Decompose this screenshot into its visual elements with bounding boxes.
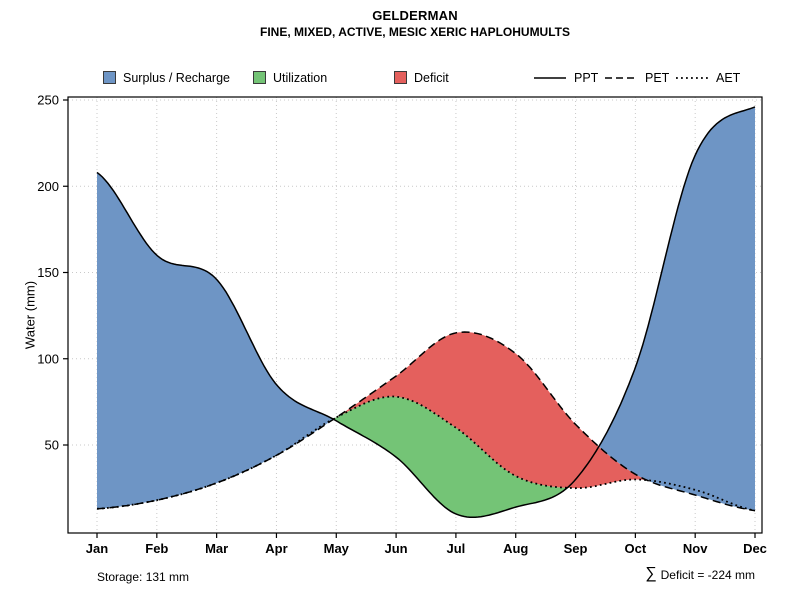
x-tick-label: May — [324, 541, 350, 556]
legend-label-surplus: Surplus / Recharge — [123, 70, 231, 85]
area-surplus — [97, 106, 755, 511]
x-tick-label: Mar — [205, 541, 228, 556]
ppt-line-icon — [534, 76, 566, 79]
x-tick-label: Jul — [447, 541, 466, 556]
y-tick-label: 150 — [37, 265, 59, 280]
legend-swatch-deficit — [394, 71, 407, 84]
deficit-text: Deficit = -224 mm — [660, 568, 755, 582]
legend-swatch-surplus — [103, 71, 116, 84]
y-tick-label: 250 — [37, 93, 59, 108]
x-tick-label: Apr — [265, 541, 287, 556]
legend-label-deficit: Deficit — [414, 70, 449, 85]
y-axis-label: Water (mm) — [22, 280, 38, 350]
plot-frame — [67, 96, 763, 534]
x-tick-label: Aug — [503, 541, 528, 556]
x-tick-label: Nov — [683, 541, 708, 556]
curve-ppt — [96, 106, 756, 519]
area-utilization — [97, 106, 755, 518]
legend-label-ppt: PPT — [574, 70, 599, 85]
aet-line-icon — [676, 76, 708, 79]
deficit-annotation: ∑ Deficit = -224 mm — [645, 565, 755, 584]
legend-label-utilization: Utilization — [273, 70, 328, 85]
x-tick-label: Jun — [385, 541, 408, 556]
chart-subtitle: FINE, MIXED, ACTIVE, MESIC XERIC HAPLOHU… — [259, 25, 570, 39]
legend-item-aet: AET — [675, 70, 740, 85]
legend-item-surplus: Surplus / Recharge — [103, 70, 230, 85]
legend-swatch-utilization — [253, 71, 266, 84]
y-tick-label: 100 — [37, 351, 59, 366]
y-tick-label: 200 — [37, 179, 59, 194]
area-deficit — [97, 332, 755, 511]
x-tick-label: Sep — [564, 541, 588, 556]
x-tick-label: Jan — [86, 541, 108, 556]
legend-label-aet: AET — [716, 70, 741, 85]
chart-title: GELDERMAN — [372, 8, 458, 23]
y-tick-label: 50 — [45, 438, 59, 453]
legend-label-pet: PET — [645, 70, 670, 85]
legend-item-deficit: Deficit — [394, 70, 449, 85]
legend-item-pet: PET — [604, 70, 669, 85]
storage-annotation: Storage: 131 mm — [97, 570, 190, 584]
curve-aet — [96, 395, 756, 512]
legend-item-utilization: Utilization — [253, 70, 327, 85]
pet-line-icon — [605, 76, 637, 79]
legend-item-ppt: PPT — [533, 70, 598, 85]
x-tick-label: Dec — [743, 541, 767, 556]
x-tick-label: Oct — [625, 541, 647, 556]
x-tick-label: Feb — [145, 541, 168, 556]
sigma-symbol: ∑ — [645, 565, 657, 582]
